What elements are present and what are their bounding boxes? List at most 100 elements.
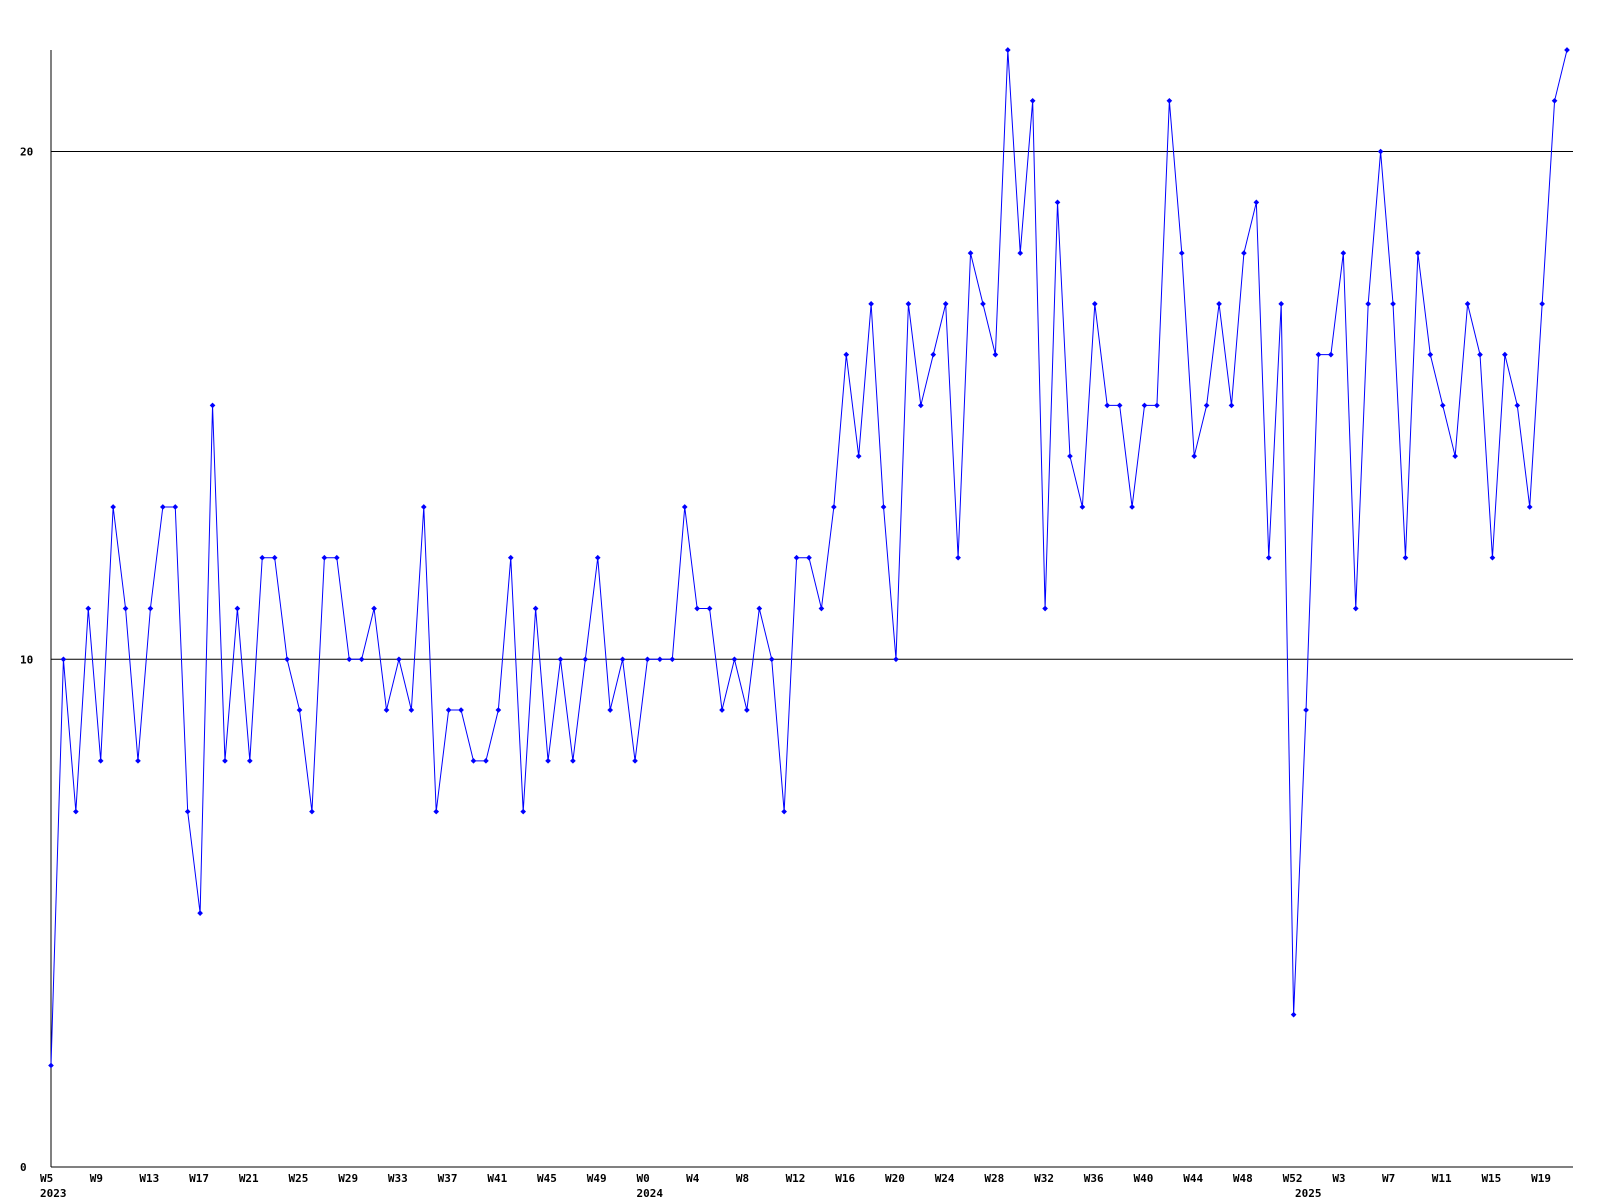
point [868, 301, 874, 307]
point [818, 605, 825, 612]
point [1166, 97, 1173, 104]
point [321, 554, 328, 561]
point [582, 656, 589, 663]
point [532, 605, 539, 612]
x-tick-label: W4 [686, 1172, 700, 1185]
point [1054, 199, 1061, 206]
point [97, 757, 104, 764]
point [48, 1062, 54, 1069]
point [346, 656, 353, 663]
point [731, 656, 738, 663]
point [1104, 402, 1111, 409]
point [147, 605, 154, 612]
point [1564, 47, 1570, 53]
point [607, 707, 614, 713]
x-tick-label: W9 [90, 1172, 103, 1185]
point [383, 707, 390, 713]
point [445, 707, 452, 713]
point [632, 757, 638, 764]
year-label: 2025 [1295, 1187, 1322, 1200]
x-tick-label: W37 [438, 1172, 458, 1185]
point [458, 707, 464, 713]
point [719, 707, 725, 713]
x-tick-label: W49 [587, 1172, 607, 1185]
x-tick-label: W5 [40, 1172, 53, 1185]
y-tick-label: 10 [20, 653, 33, 666]
year-label: 2024 [636, 1187, 663, 1200]
x-tick-label: W44 [1183, 1172, 1203, 1185]
point [1526, 504, 1533, 510]
x-tick-label: W11 [1432, 1172, 1452, 1185]
point [333, 554, 340, 561]
point [1178, 250, 1185, 256]
point [744, 707, 750, 713]
point [296, 707, 303, 713]
point [507, 554, 514, 561]
x-tick-label: W21 [239, 1172, 259, 1185]
point [1091, 301, 1098, 307]
point [942, 301, 949, 307]
point [1502, 351, 1508, 358]
point [1427, 351, 1434, 358]
point [619, 656, 626, 663]
point [1290, 1011, 1297, 1018]
x-tick-label: W7 [1382, 1172, 1395, 1185]
point [1241, 250, 1247, 256]
point [1390, 301, 1396, 307]
point [172, 504, 179, 510]
x-tick-label: W48 [1233, 1172, 1253, 1185]
point [1017, 250, 1024, 256]
point [1228, 402, 1235, 409]
point [495, 707, 502, 713]
point [1216, 301, 1222, 307]
x-tick-label: W25 [289, 1172, 309, 1185]
point [980, 301, 986, 307]
point [1154, 402, 1160, 409]
year-label: 2023 [40, 1187, 67, 1200]
x-tick-label: W41 [487, 1172, 507, 1185]
x-tick-label: W20 [885, 1172, 905, 1185]
point [1352, 605, 1359, 612]
point [557, 656, 564, 663]
x-tick-label: W13 [139, 1172, 159, 1185]
point [1514, 402, 1521, 409]
point [843, 351, 850, 358]
point [1340, 250, 1347, 256]
x-tick-label: W3 [1332, 1172, 1345, 1185]
point [234, 605, 241, 612]
point [781, 808, 787, 815]
point [1328, 351, 1334, 358]
point [1539, 301, 1545, 307]
x-tick-label: W8 [736, 1172, 749, 1185]
point [880, 504, 887, 510]
x-tick-label: W16 [835, 1172, 855, 1185]
x-tick-label: W19 [1531, 1172, 1551, 1185]
point [309, 808, 315, 815]
point [1042, 605, 1048, 612]
point [160, 504, 166, 510]
point [806, 554, 812, 561]
point [1129, 504, 1135, 510]
point [768, 656, 775, 663]
point [657, 656, 663, 663]
x-tick-label: W28 [984, 1172, 1004, 1185]
point [1079, 504, 1086, 510]
x-tick-label: W32 [1034, 1172, 1054, 1185]
point [184, 808, 191, 815]
point [85, 605, 92, 612]
x-tick-label: W12 [786, 1172, 806, 1185]
point [1439, 402, 1446, 409]
point [1303, 707, 1309, 713]
point [135, 757, 141, 764]
point [1265, 554, 1272, 561]
point [918, 402, 924, 409]
point [930, 351, 937, 358]
x-tick-label: W24 [935, 1172, 955, 1185]
point [955, 554, 961, 561]
point [1203, 402, 1210, 409]
point [681, 504, 688, 510]
x-tick-label: W36 [1084, 1172, 1104, 1185]
point [358, 656, 365, 663]
point [271, 554, 278, 561]
